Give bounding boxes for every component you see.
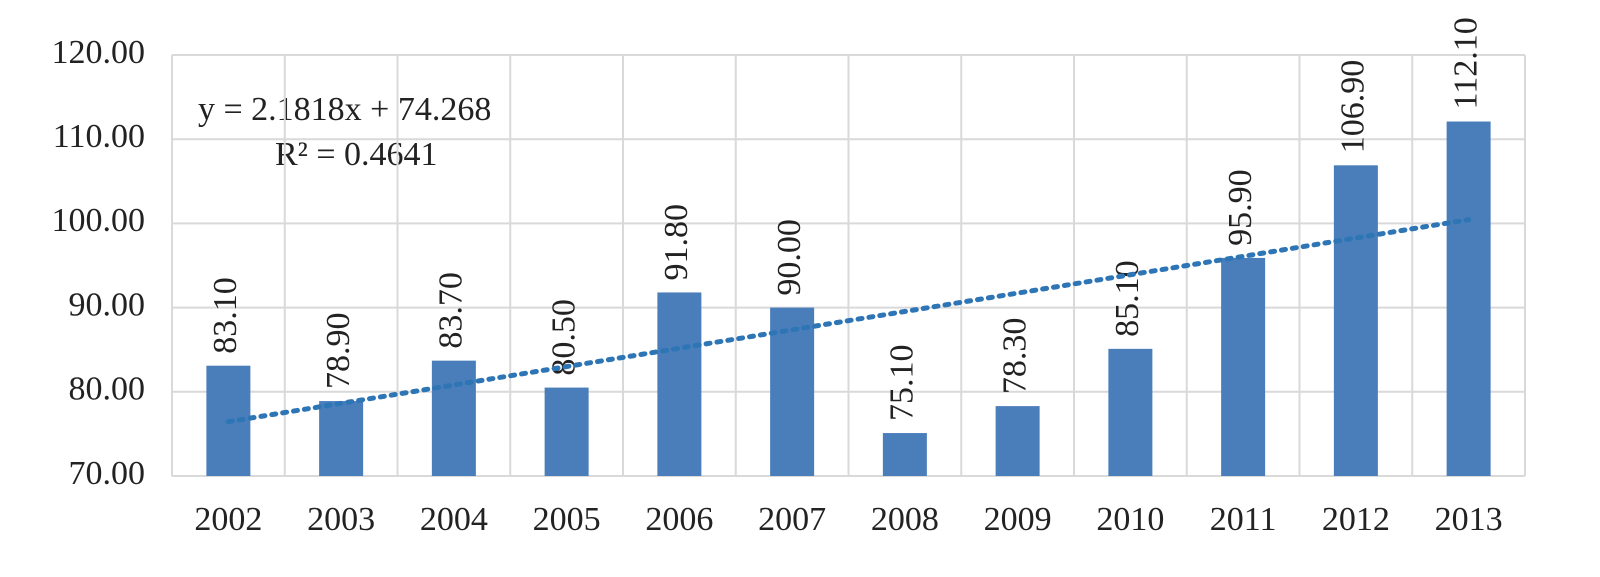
y-tick-label: 80.00 xyxy=(69,371,146,408)
x-tick-label: 2012 xyxy=(1322,501,1390,538)
x-tick-label: 2006 xyxy=(645,501,713,538)
data-label: 91.80 xyxy=(658,204,695,281)
y-tick-label: 90.00 xyxy=(69,286,146,323)
x-tick-label: 2005 xyxy=(533,501,601,538)
bar xyxy=(1333,165,1378,476)
y-tick-label: 110.00 xyxy=(53,118,145,155)
y-tick-label: 70.00 xyxy=(69,455,146,492)
x-tick-label: 2009 xyxy=(984,501,1052,538)
x-tick-label: 2010 xyxy=(1096,501,1164,538)
bar xyxy=(431,360,476,476)
data-label: 78.30 xyxy=(996,318,1033,395)
data-label: 95.90 xyxy=(1222,169,1259,246)
x-tick-label: 2003 xyxy=(307,501,375,538)
x-tick-label: 2007 xyxy=(758,501,826,538)
bar xyxy=(319,401,364,476)
trendline-equation: y = 2.1818x + 74.268 xyxy=(198,91,491,128)
bar xyxy=(882,433,927,476)
bar xyxy=(1446,121,1491,476)
y-tick-label: 120.00 xyxy=(52,34,146,71)
data-label: 112.10 xyxy=(1447,17,1484,109)
bar xyxy=(770,307,815,476)
x-tick-label: 2008 xyxy=(871,501,939,538)
bar xyxy=(1108,348,1153,476)
y-tick-label: 100.00 xyxy=(52,202,146,239)
bar xyxy=(544,387,589,476)
x-tick-label: 2004 xyxy=(420,501,488,538)
bar xyxy=(1221,257,1266,476)
data-label: 83.70 xyxy=(433,272,470,349)
data-label: 78.90 xyxy=(320,313,357,390)
bar xyxy=(995,406,1040,476)
x-tick-label: 2011 xyxy=(1210,501,1277,538)
trendline xyxy=(225,217,1472,425)
data-label: 90.00 xyxy=(771,219,808,296)
bar xyxy=(657,292,702,476)
trendline-r-squared: R² = 0.4641 xyxy=(275,136,438,173)
x-tick-label: 2002 xyxy=(194,501,262,538)
data-label: 83.10 xyxy=(207,277,244,354)
data-label: 75.10 xyxy=(884,345,921,422)
data-label: 106.90 xyxy=(1335,60,1372,154)
x-tick-label: 2013 xyxy=(1435,501,1503,538)
